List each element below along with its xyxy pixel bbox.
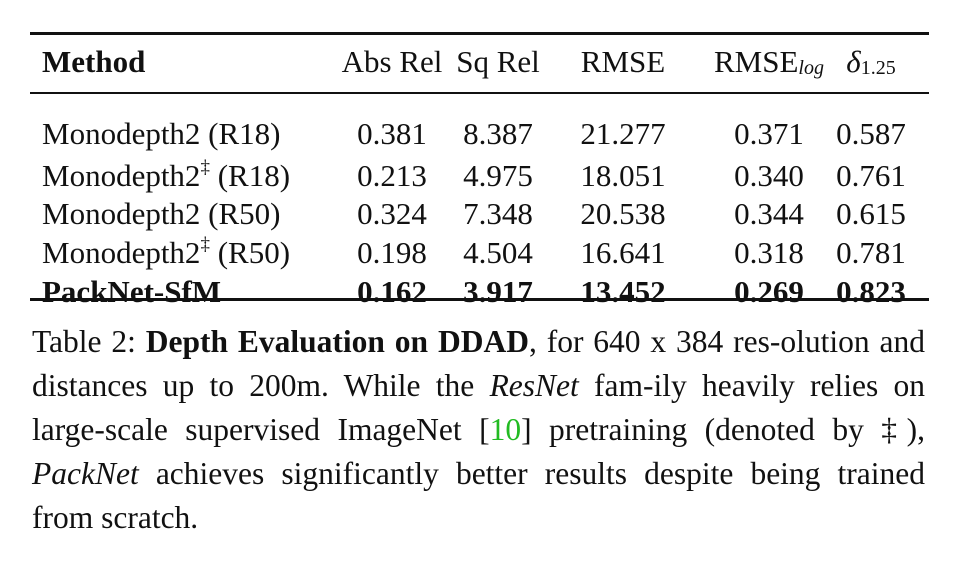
table-row: Monodepth2‡ (R50) 0.198 4.504 16.641 0.318 0.…	[30, 233, 929, 273]
table-row: Monodepth2 (R18) 0.381 8.387 21.277 0.371 0.5…	[30, 114, 929, 154]
cell-abs-rel: 0.324	[357, 196, 427, 231]
cell-delta: 0.587	[836, 116, 906, 151]
table-caption: Table 2: Depth Evaluation on DDAD, for 6…	[32, 320, 925, 540]
cell-rmse-log: 0.340	[734, 158, 804, 193]
caption-text-3: ] pretraining (denoted by ‡),	[521, 412, 925, 447]
cell-rmse: 20.538	[580, 196, 666, 231]
header-rmse-log: RMSElog	[714, 44, 824, 79]
header-delta: δ1.25	[846, 44, 896, 79]
table-top-rule	[30, 32, 929, 35]
table-bottom-rule	[30, 298, 929, 301]
cell-sq-rel: 3.917	[463, 274, 533, 309]
table-row: PackNet-SfM 0.162 3.917 13.452 0.269 0.823	[30, 272, 929, 312]
caption-text-1: , for 640 x 384 res-olution and distance…	[32, 324, 926, 403]
caption-text-4: achieves significantly better results de…	[32, 456, 925, 535]
cell-method: Monodepth2‡ (R18)	[42, 157, 291, 193]
cell-rmse: 16.641	[580, 235, 666, 270]
caption-title: Depth Evaluation on DDAD	[145, 324, 529, 359]
cell-abs-rel: 0.213	[357, 158, 427, 193]
header-method: Method	[42, 44, 146, 79]
cell-abs-rel: 0.198	[357, 235, 427, 270]
citation-link[interactable]: 10	[489, 412, 522, 447]
cell-abs-rel: 0.381	[357, 116, 427, 151]
cell-rmse: 21.277	[580, 116, 666, 151]
cell-abs-rel: 0.162	[357, 274, 427, 309]
cell-delta: 0.823	[836, 274, 906, 309]
cell-method: Monodepth2‡ (R50)	[42, 234, 291, 270]
cell-rmse: 13.452	[580, 274, 666, 309]
caption-prefix: Table 2:	[32, 324, 146, 359]
table-row: Monodepth2 (R50) 0.324 7.348 20.538 0.344 0.6…	[30, 194, 929, 234]
cell-delta: 0.615	[836, 196, 906, 231]
cell-sq-rel: 4.975	[463, 158, 533, 193]
cell-rmse-log: 0.269	[734, 274, 804, 309]
cell-method: Monodepth2 (R18)	[42, 116, 281, 151]
header-rmse: RMSE	[580, 44, 666, 79]
caption-resnet: ResNet	[489, 368, 579, 403]
table-row: Monodepth2‡ (R18) 0.213 4.975 18.051 0.340 0.…	[30, 156, 929, 196]
cell-sq-rel: 4.504	[463, 235, 533, 270]
cell-method: PackNet-SfM	[42, 274, 222, 309]
cell-rmse-log: 0.318	[734, 235, 804, 270]
caption-packnet: PackNet	[32, 456, 139, 491]
cell-sq-rel: 7.348	[463, 196, 533, 231]
cell-delta: 0.781	[836, 235, 906, 270]
header-sq-rel: Sq Rel	[456, 44, 540, 79]
cell-delta: 0.761	[836, 158, 906, 193]
header-abs-rel: Abs Rel	[341, 44, 443, 79]
caption-text-2: fam-ily heavily relies on large-scale su…	[32, 368, 925, 447]
cell-rmse-log: 0.371	[734, 116, 804, 151]
cell-rmse: 18.051	[580, 158, 666, 193]
table-mid-rule	[30, 92, 929, 94]
cell-method: Monodepth2 (R50)	[42, 196, 281, 231]
cell-sq-rel: 8.387	[463, 116, 533, 151]
cell-rmse-log: 0.344	[734, 196, 804, 231]
